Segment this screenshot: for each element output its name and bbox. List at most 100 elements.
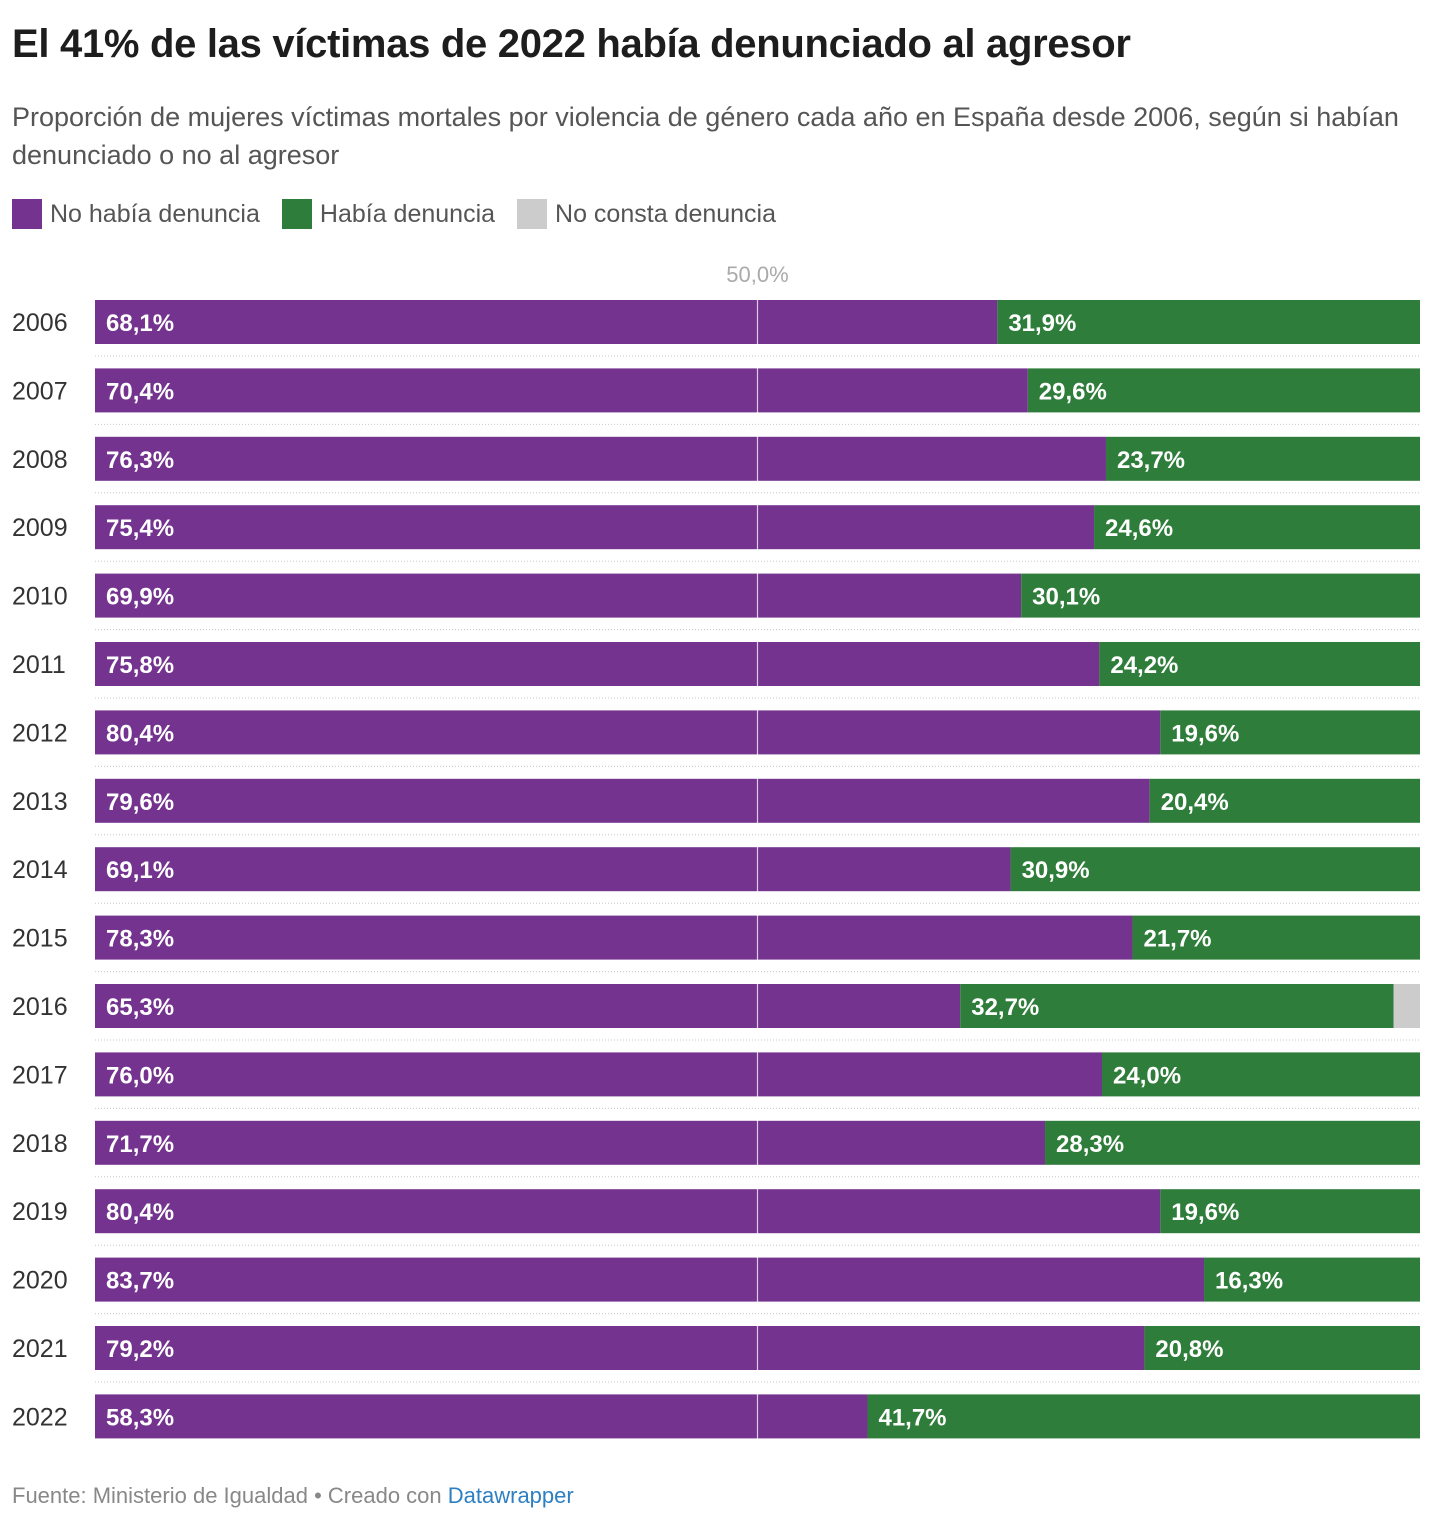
bar-value-label: 30,1% [1032, 584, 1100, 611]
footer: Fuente: Ministerio de Igualdad • Creado … [12, 1483, 574, 1509]
bar-value-label: 24,6% [1105, 515, 1173, 542]
category-label: 2013 [12, 788, 68, 816]
bar-segment [95, 1120, 1046, 1165]
bar-value-label: 20,8% [1155, 1336, 1223, 1363]
category-label: 2014 [12, 856, 68, 884]
bar-value-label: 76,0% [106, 1062, 174, 1089]
category-label: 2009 [12, 514, 68, 542]
bar-value-label: 20,4% [1161, 789, 1229, 816]
bar-value-label: 79,6% [106, 789, 174, 816]
bar-segment [95, 847, 1011, 892]
bar-value-label: 31,9% [1008, 310, 1076, 337]
bar-segment [867, 1394, 1420, 1439]
bar-segment [95, 778, 1150, 823]
bar-value-label: 30,9% [1022, 857, 1090, 884]
category-label: 2018 [12, 1130, 68, 1158]
category-label: 2017 [12, 1061, 68, 1089]
bar-value-label: 24,2% [1110, 652, 1178, 679]
category-label: 2011 [12, 651, 66, 679]
legend-label-no-denuncia: No había denuncia [50, 199, 260, 228]
category-label: 2020 [12, 1267, 68, 1295]
bar-segment [1204, 1257, 1420, 1302]
bar-value-label: 65,3% [106, 994, 174, 1021]
bar-value-label: 29,6% [1039, 378, 1107, 405]
stacked-bar-chart: 2006 68,1% 31,9% 2007 70,4% 29,6% 2008 76,3% 23,… [12, 262, 1420, 1439]
bar-segment [1393, 984, 1420, 1028]
bar-value-label: 69,9% [106, 584, 174, 611]
bar-value-label: 32,7% [971, 994, 1039, 1021]
legend-item-no-consta: No consta denuncia [517, 199, 776, 229]
legend: No había denuncia Había denuncia No cons… [12, 198, 798, 230]
bar-segment [95, 1326, 1145, 1370]
bar-segment [95, 436, 1106, 481]
bar-segment [95, 1189, 1161, 1234]
legend-item-denuncia: Había denuncia [281, 199, 496, 229]
bar-value-label: 16,3% [1215, 1268, 1283, 1295]
bar-segment [95, 1257, 1205, 1302]
bar-segment [1094, 505, 1420, 550]
bar-value-label: 41,7% [878, 1404, 946, 1431]
category-label: 2015 [12, 925, 68, 953]
bar-segment [95, 984, 961, 1028]
bar-segment [95, 505, 1095, 550]
bar-segment [95, 915, 1133, 960]
category-label: 2012 [12, 719, 68, 747]
chart-title: El 41% de las víctimas de 2022 había den… [12, 22, 1131, 66]
legend-swatch-no-consta [517, 199, 548, 229]
legend-item-no-denuncia: No había denuncia [12, 199, 260, 229]
bar-value-label: 83,7% [106, 1268, 174, 1295]
category-label: 2019 [12, 1198, 68, 1226]
bar-value-label: 71,7% [106, 1131, 174, 1158]
bar-value-label: 24,0% [1113, 1062, 1181, 1089]
bar-segment [997, 300, 1420, 344]
bar-segment [1045, 1120, 1420, 1165]
bar-value-label: 80,4% [106, 1199, 174, 1226]
reference-line-label: 50,0% [726, 262, 788, 287]
bar-segment [1102, 1052, 1420, 1097]
bar-segment [1099, 642, 1420, 686]
bar-value-label: 79,2% [106, 1336, 174, 1363]
bar-value-label: 58,3% [106, 1404, 174, 1431]
bar-segment [1132, 915, 1420, 960]
bar-segment [1021, 573, 1420, 618]
bar-value-label: 75,8% [106, 652, 174, 679]
bar-value-label: 75,4% [106, 515, 174, 542]
bar-segment [1160, 1189, 1420, 1234]
bar-segment [1027, 368, 1420, 413]
legend-swatch-no-denuncia [12, 199, 42, 229]
bar-value-label: 80,4% [106, 720, 174, 747]
bar-value-label: 76,3% [106, 447, 174, 474]
legend-label-no-consta: No consta denuncia [555, 199, 777, 228]
bar-segment [1160, 710, 1420, 755]
category-label: 2007 [12, 377, 68, 405]
category-label: 2022 [12, 1403, 68, 1431]
category-label: 2016 [12, 993, 68, 1021]
footer-separator: • [307, 1483, 328, 1508]
bar-segment [1010, 847, 1420, 892]
chart-subtitle: Proporción de mujeres víctimas mortales … [12, 102, 1399, 170]
bar-value-label: 21,7% [1143, 926, 1211, 953]
bar-segment [95, 710, 1161, 755]
footer-source: Fuente: Ministerio de Igualdad [12, 1483, 308, 1508]
bar-value-label: 69,1% [106, 857, 174, 884]
bar-value-label: 19,6% [1171, 720, 1239, 747]
bar-segment [95, 1394, 868, 1439]
category-label: 2008 [12, 446, 68, 474]
bar-segment [1144, 1326, 1420, 1370]
bar-segment [960, 984, 1394, 1028]
bar-segment [95, 1052, 1102, 1097]
bar-segment [1149, 778, 1420, 823]
category-label: 2021 [12, 1335, 68, 1363]
category-label: 2010 [12, 583, 68, 611]
bar-value-label: 23,7% [1117, 447, 1185, 474]
legend-swatch-denuncia [281, 199, 312, 229]
datawrapper-link[interactable]: Datawrapper [447, 1483, 574, 1508]
legend-label-denuncia: Había denuncia [319, 199, 496, 228]
bar-segment [95, 300, 998, 344]
bar-segment [95, 642, 1100, 686]
bar-value-label: 28,3% [1056, 1131, 1124, 1158]
bar-segment [1105, 436, 1420, 481]
category-label: 2006 [12, 309, 68, 337]
bar-segment [95, 573, 1022, 618]
bar-value-label: 78,3% [106, 926, 174, 953]
